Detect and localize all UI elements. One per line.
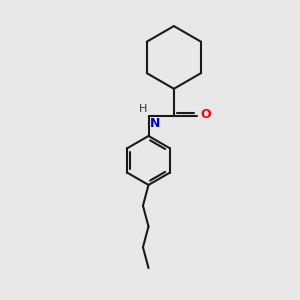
Text: H: H — [139, 104, 147, 114]
Text: O: O — [201, 108, 212, 121]
Text: N: N — [150, 117, 160, 130]
